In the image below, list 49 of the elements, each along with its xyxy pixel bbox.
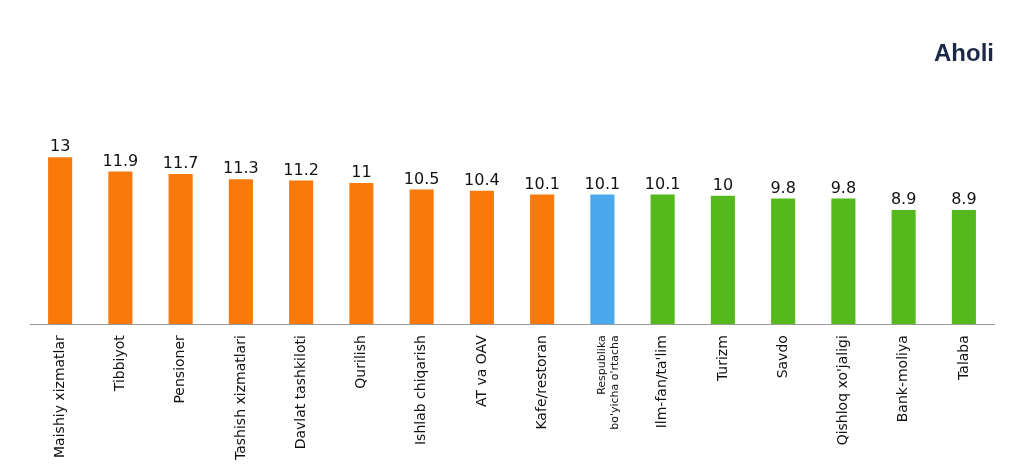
bar <box>108 171 133 325</box>
x-tick-label: Ishlab chiqarish <box>412 335 429 446</box>
data-label: 13 <box>49 136 71 156</box>
data-label: 9.8 <box>770 177 796 197</box>
x-tick-label: Talaba <box>954 335 971 381</box>
bar <box>771 198 796 325</box>
x-tick-label: Kafe/restoran <box>532 335 549 430</box>
x-tick-label: Davlat tashkiloti <box>291 335 308 450</box>
data-label: 10.1 <box>584 173 621 193</box>
data-label: 11.9 <box>102 150 139 170</box>
x-tick-label: Maishiy xizmatlar <box>50 334 67 458</box>
data-label: 10 <box>712 174 734 194</box>
bar <box>951 209 976 325</box>
data-label: 10.1 <box>524 173 560 193</box>
data-label: 10.4 <box>464 169 500 189</box>
bar <box>530 194 555 325</box>
chart-title: Aholi <box>934 39 994 67</box>
x-tick-label: Tibbiyot <box>111 334 128 393</box>
data-label: 11.2 <box>283 159 319 179</box>
data-label: 9.8 <box>830 177 857 197</box>
data-label: 11.7 <box>162 153 199 173</box>
bar <box>831 198 856 325</box>
bar <box>409 189 434 325</box>
bar <box>228 179 253 325</box>
x-tick-label: Pensioner <box>171 334 188 404</box>
data-label: 10.5 <box>403 168 440 188</box>
bar <box>650 194 675 325</box>
bar <box>590 194 615 325</box>
data-label: 11.3 <box>223 158 259 178</box>
bar <box>349 182 374 325</box>
bar <box>168 173 193 325</box>
x-tick-label: Savdo <box>773 335 790 379</box>
x-tick-label: Ilm-fan/ta'lim <box>653 335 670 429</box>
x-tick-label: Qishloq xo'jaligi <box>834 335 851 446</box>
x-tick-label: Qurilish <box>352 335 369 389</box>
x-tick-label: Bank-moliya <box>894 335 911 423</box>
x-tick-label: AT va OAV <box>472 334 489 408</box>
bar <box>289 180 314 325</box>
data-label: 8.9 <box>890 189 917 209</box>
bar <box>48 157 73 325</box>
bar <box>891 209 916 325</box>
x-tick-label: Turizm <box>713 335 730 383</box>
bar <box>469 190 494 325</box>
bar <box>710 195 735 325</box>
x-tick-label: Tashish xizmatlari <box>231 335 248 462</box>
data-label: 10.1 <box>644 173 681 193</box>
data-label: 8.9 <box>951 189 977 209</box>
data-label: 11 <box>351 162 372 182</box>
x-tick-label: Respublika bo'yicha o'rtacha <box>595 335 622 430</box>
